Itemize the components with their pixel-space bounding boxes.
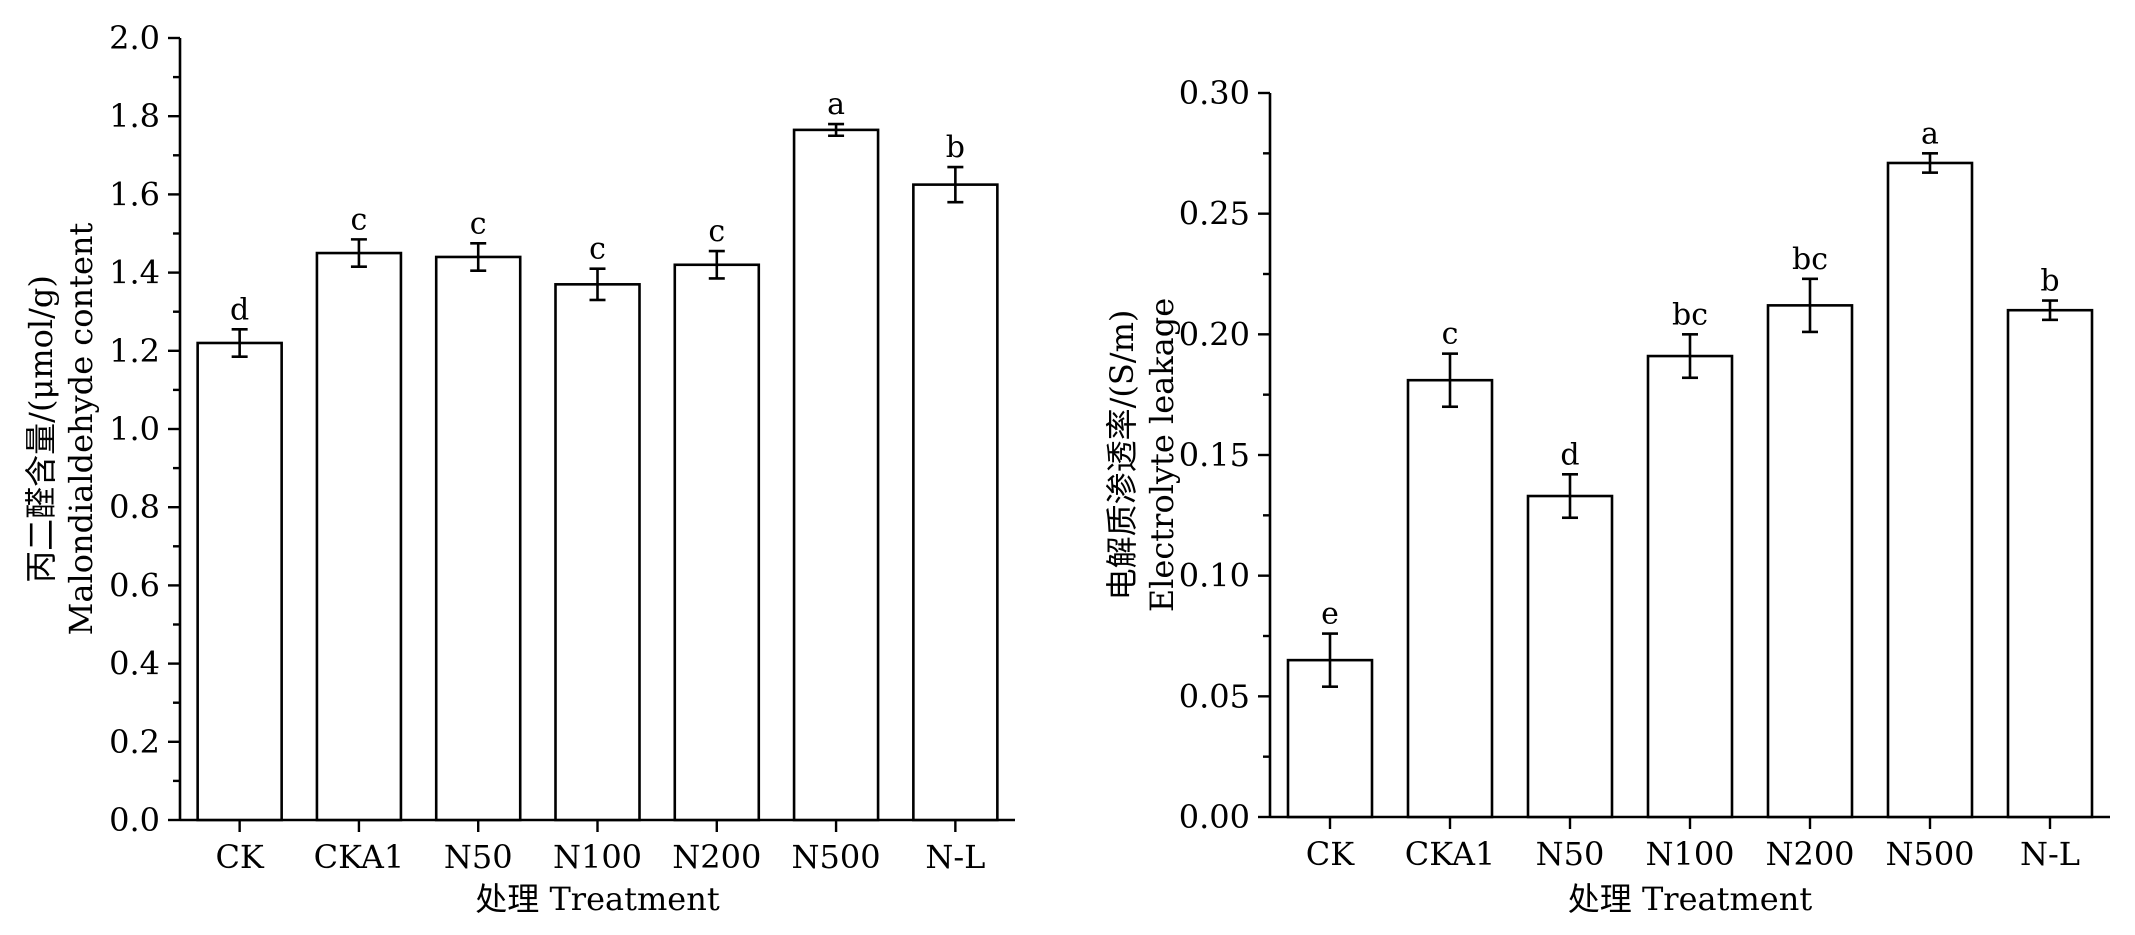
y-tick-label: 0.05: [1179, 677, 1250, 715]
bar: [196, 341, 283, 822]
significance-label: c: [1442, 317, 1459, 352]
electrolyte-leakage-chart: 0.00 0.05 0.10 0.15 0.20 0.25 0.30 e CK c CKA1 d N50…: [1103, 74, 2110, 918]
y-tick-label: 0.4: [109, 645, 160, 683]
bar: [1526, 494, 1614, 819]
bar: [434, 255, 522, 822]
x-tick-label: N200: [1765, 835, 1854, 873]
significance-label: c: [708, 214, 725, 249]
y-axis-title: 丙二醛含量/(μmol/g): [22, 275, 60, 583]
x-tick-label: N100: [1645, 835, 1734, 873]
x-tick-label: N50: [444, 838, 513, 876]
malondialdehyde-chart: 0.0 0.2 0.4 0.6 0.8 1.0 1.2 1.4 1.6 1.8 2.0 d CK c CKA…: [22, 19, 1015, 918]
y-axis-title: 电解质渗透率/(S/m): [1103, 310, 1141, 601]
significance-label: bc: [1672, 297, 1708, 332]
y-tick-label: 1.2: [109, 332, 160, 370]
significance-label: a: [1921, 116, 1939, 151]
significance-label: b: [2040, 264, 2059, 299]
significance-label: c: [589, 232, 606, 267]
bar: [554, 283, 641, 822]
y-tick-label: 0.10: [1179, 557, 1250, 595]
bar: [2006, 308, 2094, 819]
y-axis-title: Malondialdehyde content: [62, 222, 100, 635]
y-tick-label: 0.25: [1179, 195, 1250, 233]
x-tick-label: CKA1: [1405, 835, 1496, 873]
significance-label: a: [827, 87, 845, 122]
x-tick-label: CK: [1306, 835, 1355, 873]
bar: [792, 128, 880, 822]
bar: [1406, 378, 1494, 819]
y-tick-label: 2.0: [109, 19, 160, 57]
bar: [1766, 304, 1854, 819]
x-tick-label: N50: [1536, 835, 1605, 873]
x-tick-label: N-L: [925, 838, 985, 876]
y-tick-label: 0.00: [1179, 798, 1250, 836]
y-axis-title: Electrolyte leakage: [1143, 298, 1181, 612]
x-tick-label: CKA1: [314, 838, 405, 876]
significance-label: d: [230, 292, 249, 327]
y-tick-label: 0.6: [109, 566, 160, 604]
y-tick-label: 1.0: [109, 410, 160, 448]
significance-label: c: [470, 206, 487, 241]
y-tick-label: 0.0: [109, 801, 160, 839]
x-tick-label: N100: [553, 838, 642, 876]
y-tick-label: 0.20: [1179, 315, 1250, 353]
y-tick-label: 0.30: [1179, 74, 1250, 112]
y-tick-label: 0.15: [1179, 436, 1250, 474]
bar: [912, 183, 999, 822]
significance-label: b: [946, 130, 965, 165]
bar: [315, 251, 403, 822]
y-tick-label: 1.4: [109, 254, 160, 292]
bar: [1646, 354, 1734, 819]
x-tick-label: N500: [1885, 835, 1974, 873]
x-tick-label: N200: [672, 838, 761, 876]
significance-label: d: [1560, 437, 1579, 472]
y-tick-label: 1.8: [109, 97, 160, 135]
bar: [1886, 161, 1974, 819]
significance-label: e: [1321, 597, 1339, 632]
significance-label: bc: [1792, 242, 1828, 277]
y-tick-label: 0.8: [109, 488, 160, 526]
y-tick-label: 0.2: [109, 723, 160, 761]
bar: [673, 263, 761, 822]
x-tick-label: CK: [215, 838, 264, 876]
x-axis-title: 处理 Treatment: [1568, 880, 1813, 918]
significance-label: c: [351, 202, 368, 237]
x-tick-label: N-L: [2020, 835, 2080, 873]
x-axis-title: 处理 Treatment: [475, 880, 720, 918]
x-tick-label: N500: [792, 838, 881, 876]
y-tick-label: 1.6: [109, 175, 160, 213]
